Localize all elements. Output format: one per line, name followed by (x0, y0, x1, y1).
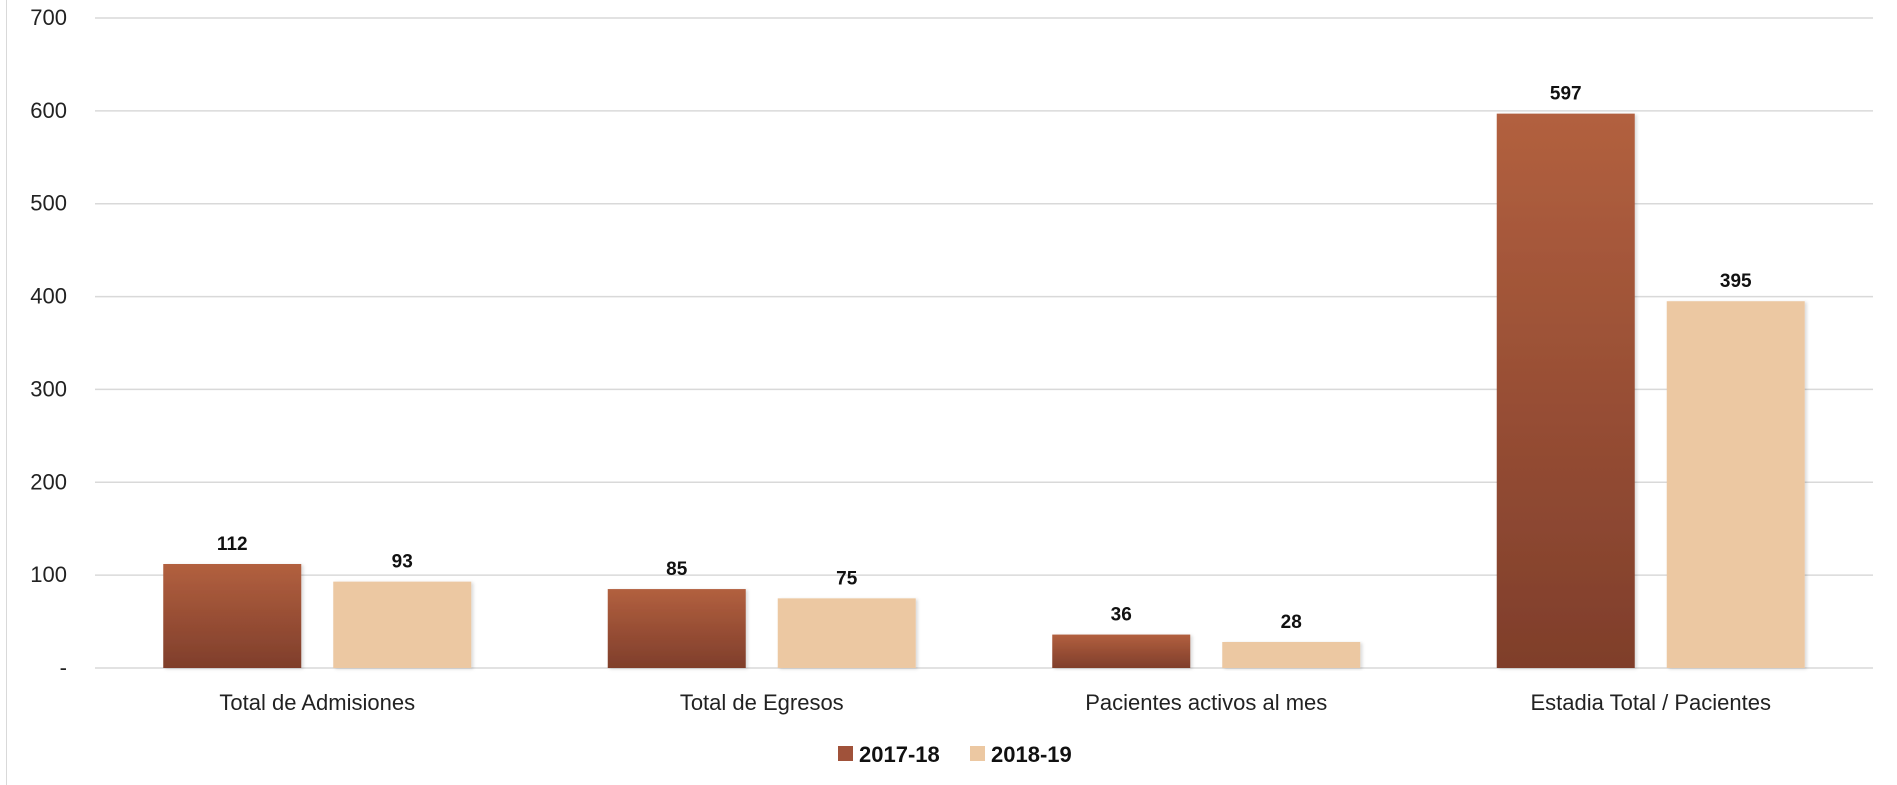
legend: 2017-18 2018-19 (838, 742, 1072, 767)
chart-frame-border (6, 0, 7, 785)
bars (163, 113, 1805, 668)
data-label: 395 (1720, 271, 1752, 292)
y-tick-label: 200 (30, 469, 67, 494)
legend-label: 2018-19 (991, 742, 1072, 767)
x-tick-label: Estadia Total / Pacientes (1530, 690, 1771, 715)
bar-2018-19-1 (777, 598, 916, 668)
data-label: 93 (392, 552, 413, 573)
bar-2018-19-3 (1666, 301, 1805, 668)
bar-2017-18-2 (1052, 634, 1191, 668)
data-label: 28 (1281, 612, 1302, 633)
data-label: 36 (1111, 605, 1132, 626)
x-tick-label: Total de Admisiones (219, 690, 415, 715)
legend-swatch (970, 746, 985, 761)
bar-2017-18-0 (163, 564, 302, 668)
y-tick-label: 400 (30, 284, 67, 309)
y-tick-label: 100 (30, 562, 67, 587)
y-tick-label: 700 (30, 5, 67, 30)
y-axis: - 100 200 300 400 500 600 700 (30, 5, 67, 680)
data-labels: 112 93 85 75 36 28 597 395 (217, 84, 1752, 633)
legend-label: 2017-18 (859, 742, 940, 767)
data-label: 112 (217, 534, 248, 555)
x-tick-label: Pacientes activos al mes (1085, 690, 1327, 715)
bar-2017-18-3 (1496, 113, 1635, 668)
y-tick-label: 500 (30, 191, 67, 216)
bar-2017-18-1 (607, 589, 746, 668)
x-tick-label: Total de Egresos (680, 690, 844, 715)
y-tick-label: - (60, 655, 67, 680)
y-tick-label: 300 (30, 376, 67, 401)
bar-2018-19-0 (333, 581, 472, 668)
data-label: 85 (666, 559, 688, 580)
data-label: 597 (1550, 84, 1582, 105)
bar-2018-19-2 (1222, 642, 1361, 668)
y-tick-label: 600 (30, 98, 67, 123)
legend-swatch (838, 746, 853, 761)
x-axis: Total de Admisiones Total de Egresos Pacie… (219, 690, 1771, 715)
data-label: 75 (836, 568, 858, 589)
